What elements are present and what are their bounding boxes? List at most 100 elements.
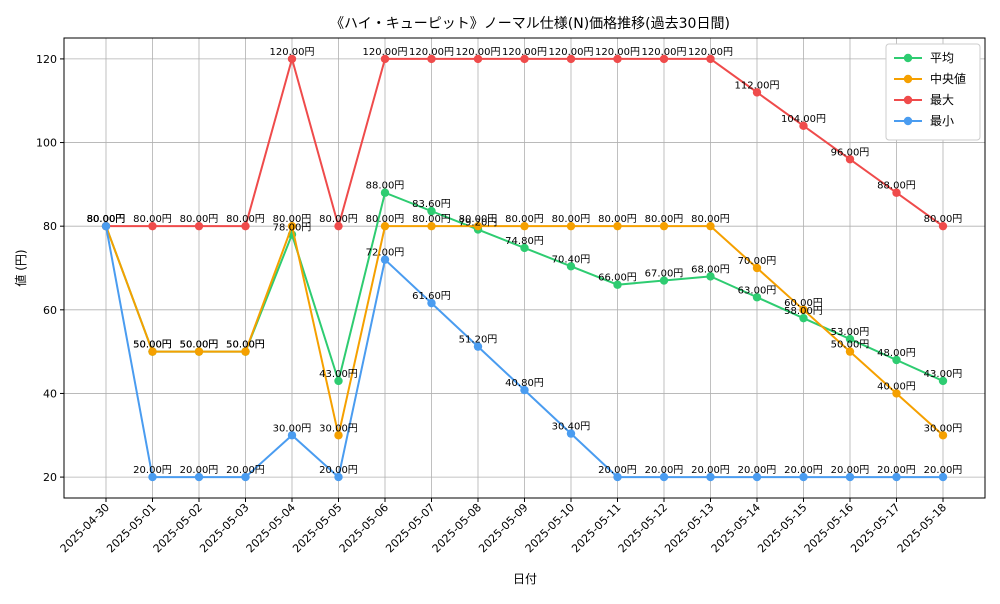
- data-point: [892, 355, 901, 365]
- x-axis-label: 日付: [513, 572, 537, 586]
- data-label: 80.00円: [366, 214, 405, 225]
- data-point: [380, 221, 390, 231]
- y-tick-label: 20: [43, 471, 57, 484]
- data-label: 120.00円: [688, 47, 733, 58]
- data-label: 43.00円: [319, 369, 358, 380]
- grid: [64, 38, 985, 498]
- data-point: [241, 472, 250, 482]
- data-point: [566, 221, 576, 231]
- data-label: 50.00円: [180, 340, 219, 351]
- data-label: 20.00円: [319, 465, 358, 476]
- data-point: [845, 472, 855, 482]
- data-point: [427, 221, 436, 231]
- data-point: [148, 472, 157, 482]
- data-label: 80.00円: [924, 214, 963, 225]
- data-label: 51.20円: [459, 335, 498, 346]
- data-label: 53.00円: [831, 327, 870, 338]
- data-label: 80.00円: [87, 214, 126, 225]
- data-label: 67.00円: [645, 269, 684, 280]
- data-label: 80.00円: [505, 214, 544, 225]
- data-label: 80.00円: [87, 214, 126, 225]
- data-point: [241, 221, 250, 231]
- data-label: 30.40円: [552, 422, 591, 433]
- data-label: 80.00円: [552, 214, 591, 225]
- data-label: 120.00円: [363, 47, 408, 58]
- data-point: [659, 221, 669, 231]
- data-point: [752, 88, 762, 97]
- data-label: 50.00円: [226, 340, 265, 351]
- data-label: 120.00円: [549, 47, 594, 58]
- y-axis-label: 値 (円): [13, 249, 28, 286]
- data-label: 40.00円: [877, 381, 916, 392]
- data-point: [520, 385, 529, 395]
- data-label: 20.00円: [133, 465, 172, 476]
- data-label: 30.00円: [273, 423, 312, 434]
- legend-label: 最大: [930, 93, 954, 107]
- data-point: [380, 54, 390, 64]
- data-point: [613, 280, 622, 289]
- data-point: [101, 221, 111, 231]
- data-label: 120.00円: [409, 47, 454, 58]
- data-label: 80.00円: [87, 214, 126, 225]
- data-point: [706, 221, 715, 231]
- data-point: [799, 121, 808, 131]
- data-labels: 80.00円 50.00円 50.00円 50.00円 78.00円 43.00円 88.0…: [87, 47, 963, 476]
- data-point: [194, 221, 204, 231]
- data-label: 72.00円: [366, 248, 405, 259]
- data-point: [334, 431, 343, 440]
- plot-frame: [63, 37, 986, 499]
- data-point: [892, 389, 901, 398]
- data-label: 120.00円: [502, 47, 547, 58]
- data-label: 80.00円: [319, 214, 358, 225]
- data-label: 50.00円: [180, 340, 219, 351]
- data-point: [752, 293, 762, 302]
- data-point: [566, 54, 576, 64]
- data-point: [613, 54, 622, 64]
- data-point: [148, 347, 157, 356]
- data-label: 120.00円: [642, 47, 687, 58]
- data-label: 70.40円: [552, 254, 591, 265]
- legend-marker: [903, 74, 913, 84]
- data-point: [334, 376, 343, 386]
- data-label: 80.00円: [273, 214, 312, 225]
- data-label: 48.00円: [877, 348, 916, 359]
- y-tick-label: 100: [36, 137, 57, 150]
- data-point: [520, 221, 529, 231]
- data-label: 43.00円: [924, 369, 963, 380]
- data-label: 120.00円: [270, 47, 315, 58]
- data-label: 20.00円: [226, 465, 265, 476]
- data-label: 50.00円: [133, 340, 172, 351]
- data-point: [845, 334, 855, 344]
- data-point: [473, 221, 483, 231]
- data-label: 20.00円: [877, 465, 916, 476]
- data-label: 20.00円: [691, 465, 730, 476]
- data-label: 80.00円: [691, 214, 730, 225]
- x-tick-label: 2025-05-18: [895, 501, 949, 555]
- data-label: 68.00円: [691, 264, 730, 275]
- data-label: 20.00円: [598, 465, 637, 476]
- data-label: 104.00円: [781, 114, 826, 125]
- data-label: 88.00円: [366, 181, 405, 192]
- data-point: [938, 221, 948, 231]
- data-point: [427, 298, 436, 308]
- data-point: [892, 188, 901, 197]
- data-label: 61.60円: [412, 291, 451, 302]
- chart-title: 《ハイ・キューピット》ノーマル仕様(N)価格推移(過去30日間): [330, 16, 730, 32]
- data-label: 80.00円: [645, 214, 684, 225]
- data-label: 79.20円: [459, 218, 498, 229]
- data-point: [241, 347, 250, 356]
- y-tick-label: 40: [43, 387, 57, 400]
- data-label: 80.00円: [459, 214, 498, 225]
- data-label: 40.80円: [505, 378, 544, 389]
- data-label: 20.00円: [831, 465, 870, 476]
- legend-marker: [903, 95, 913, 105]
- data-label: 20.00円: [924, 465, 963, 476]
- data-point: [659, 54, 669, 64]
- data-label: 58.00円: [784, 306, 823, 317]
- data-point: [566, 429, 576, 438]
- data-label: 120.00円: [456, 47, 501, 58]
- data-label: 20.00円: [784, 465, 823, 476]
- data-label: 50.00円: [133, 340, 172, 351]
